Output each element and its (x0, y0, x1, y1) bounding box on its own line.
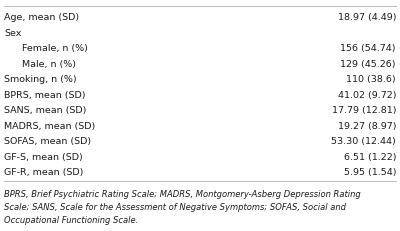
Text: Sex: Sex (4, 29, 21, 38)
Text: 53.30 (12.44): 53.30 (12.44) (331, 137, 396, 146)
Text: 129 (45.26): 129 (45.26) (340, 60, 396, 69)
Text: Smoking, n (%): Smoking, n (%) (4, 75, 77, 84)
Text: 17.79 (12.81): 17.79 (12.81) (332, 106, 396, 115)
Text: GF-S, mean (SD): GF-S, mean (SD) (4, 153, 83, 162)
Text: BPRS, Brief Psychiatric Rating Scale; MADRS, Montgomery-Asberg Depression Rating: BPRS, Brief Psychiatric Rating Scale; MA… (4, 190, 361, 199)
Text: 110 (38.6): 110 (38.6) (346, 75, 396, 84)
Text: BPRS, mean (SD): BPRS, mean (SD) (4, 91, 86, 100)
Text: 41.02 (9.72): 41.02 (9.72) (338, 91, 396, 100)
Text: Scale; SANS, Scale for the Assessment of Negative Symptoms; SOFAS, Social and: Scale; SANS, Scale for the Assessment of… (4, 203, 346, 212)
Text: 6.51 (1.22): 6.51 (1.22) (344, 153, 396, 162)
Text: Occupational Functioning Scale.: Occupational Functioning Scale. (4, 216, 138, 225)
Text: Male, n (%): Male, n (%) (22, 60, 76, 69)
Text: 19.27 (8.97): 19.27 (8.97) (338, 122, 396, 131)
Text: MADRS, mean (SD): MADRS, mean (SD) (4, 122, 95, 131)
Text: Female, n (%): Female, n (%) (22, 44, 88, 53)
Text: SANS, mean (SD): SANS, mean (SD) (4, 106, 86, 115)
Text: GF-R, mean (SD): GF-R, mean (SD) (4, 168, 83, 177)
Text: Age, mean (SD): Age, mean (SD) (4, 13, 79, 22)
Text: 5.95 (1.54): 5.95 (1.54) (344, 168, 396, 177)
Text: 156 (54.74): 156 (54.74) (340, 44, 396, 53)
Text: 18.97 (4.49): 18.97 (4.49) (338, 13, 396, 22)
Text: SOFAS, mean (SD): SOFAS, mean (SD) (4, 137, 91, 146)
